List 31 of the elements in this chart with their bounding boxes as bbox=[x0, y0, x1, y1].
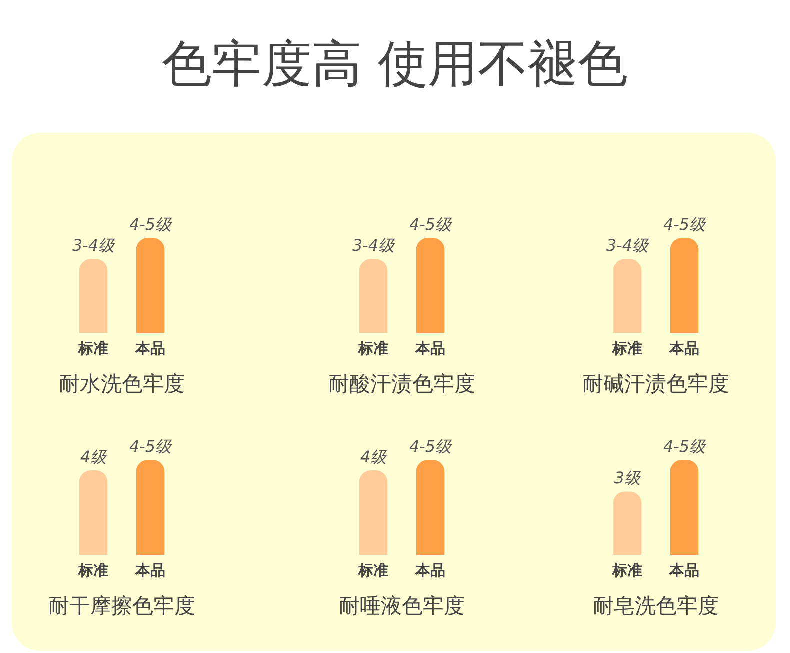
data-label: 4级 bbox=[360, 448, 388, 467]
data-label: 3-4级 bbox=[352, 236, 396, 256]
data-label: 4-5级 bbox=[663, 437, 707, 456]
text: 耐唾液色牢度 bbox=[339, 594, 465, 618]
text: 耐干摩擦色牢度 bbox=[48, 594, 196, 618]
x-tick-label: 标准 bbox=[358, 340, 388, 358]
data-label: 3级 bbox=[614, 468, 642, 488]
x-tick-label: 本品 bbox=[414, 340, 446, 358]
x-tick-label: 本品 bbox=[668, 340, 700, 358]
data-label: 4-5级 bbox=[129, 215, 173, 234]
text: 色牢度高 使用不褪色 bbox=[161, 34, 629, 95]
x-tick-label: 标准 bbox=[78, 562, 108, 580]
text: 耐皂洗色牢度 bbox=[593, 594, 719, 618]
x-tick-label: 本品 bbox=[134, 340, 166, 358]
data-label: 4-5级 bbox=[409, 215, 453, 234]
text: 耐酸汗渍色牢度 bbox=[328, 372, 476, 396]
x-tick-label: 标准 bbox=[78, 340, 108, 358]
data-label: 4-5级 bbox=[663, 215, 707, 234]
x-tick-label: 标准 bbox=[612, 562, 642, 580]
x-tick-label: 标准 bbox=[612, 340, 642, 358]
x-tick-label: 本品 bbox=[414, 562, 446, 580]
text: 耐水洗色牢度 bbox=[59, 372, 185, 396]
text: 耐碱汗渍色牢度 bbox=[582, 372, 730, 396]
data-label: 4-5级 bbox=[129, 437, 173, 456]
x-tick-label: 本品 bbox=[668, 562, 700, 580]
data-label: 4-5级 bbox=[409, 437, 453, 456]
data-label: 3-4级 bbox=[606, 236, 650, 256]
data-label: 4级 bbox=[80, 448, 108, 467]
x-tick-label: 本品 bbox=[134, 562, 166, 580]
x-tick-label: 标准 bbox=[358, 562, 388, 580]
data-label: 3-4级 bbox=[72, 236, 116, 256]
